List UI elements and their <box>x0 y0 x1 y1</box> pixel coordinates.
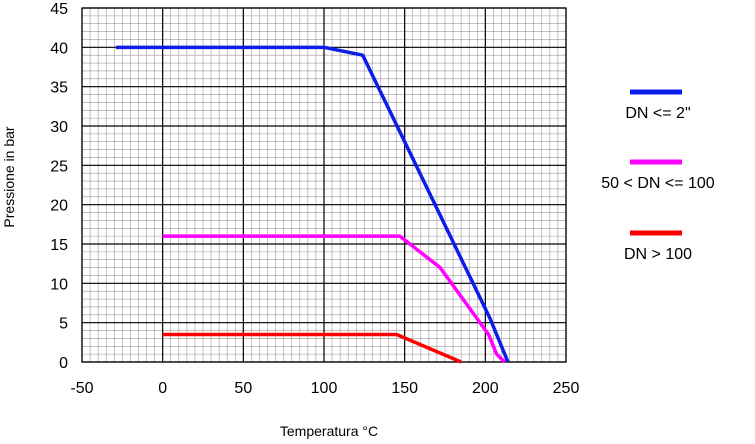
legend-label: 50 < DN <= 100 <box>601 175 715 192</box>
legend: DN <= 2" 50 < DN <= 100 DN > 100 <box>601 89 715 263</box>
x-tick-label: 250 <box>553 380 580 397</box>
y-tick-label: 5 <box>59 316 68 333</box>
legend-label: DN > 100 <box>624 246 692 263</box>
x-tick-label: 150 <box>391 380 418 397</box>
series-lines <box>115 45 510 364</box>
x-axis-title: Temperatura °C <box>280 423 378 439</box>
x-tick-label: 0 <box>158 380 167 397</box>
x-tick-label: 50 <box>234 380 252 397</box>
y-tick-label: 35 <box>50 80 68 97</box>
y-tick-label: 25 <box>50 158 68 175</box>
plot-frame <box>81 7 567 363</box>
y-tick-label: 0 <box>59 355 68 372</box>
x-tick-labels: -50 0 50 100 150 200 250 <box>70 380 579 397</box>
y-tick-labels: 0 5 10 15 20 25 30 35 40 45 <box>50 1 68 372</box>
y-axis-title: Pressione in bar <box>1 126 17 228</box>
y-tick-label: 20 <box>50 198 68 215</box>
x-tick-label: 200 <box>472 380 499 397</box>
y-tick-label: 15 <box>50 237 68 254</box>
y-tick-label: 30 <box>50 119 68 136</box>
y-tick-label: 45 <box>50 1 68 18</box>
y-tick-label: 10 <box>50 276 68 293</box>
x-tick-label: 100 <box>311 380 338 397</box>
x-tick-label: -50 <box>70 380 93 397</box>
legend-label: DN <= 2" <box>625 105 690 122</box>
series-line-1 <box>162 234 506 364</box>
y-tick-label: 40 <box>50 40 68 57</box>
series-line-0 <box>115 45 510 363</box>
series-line-2 <box>162 332 462 364</box>
